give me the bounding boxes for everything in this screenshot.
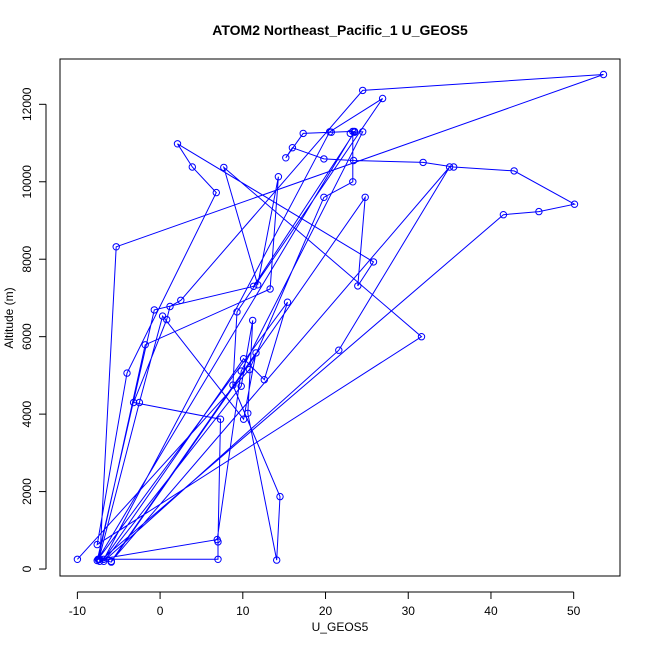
data-point	[326, 128, 334, 136]
x-tick-label: 30	[402, 604, 416, 618]
data-point	[150, 306, 159, 314]
y-tick-label: 2000	[20, 478, 34, 505]
data-point	[173, 140, 182, 148]
y-axis: 0 2000 4000 6000 8000 10000 12000	[20, 87, 47, 572]
x-axis: -10 0 10 20 30 40 50	[69, 591, 581, 618]
data-point	[73, 555, 82, 563]
data-point	[166, 302, 174, 311]
data-point	[266, 285, 274, 293]
data-point	[93, 540, 101, 549]
data-point	[213, 535, 221, 544]
data-point	[299, 129, 307, 138]
data-point	[245, 365, 254, 374]
data-point	[249, 282, 258, 290]
data-point	[599, 70, 608, 79]
y-tick-label: 6000	[20, 323, 34, 350]
x-tick-label: 0	[157, 604, 164, 618]
data-point	[499, 211, 508, 219]
data-point	[273, 556, 281, 564]
y-tick-label: 4000	[20, 400, 34, 427]
data-point	[288, 144, 297, 152]
data-point	[220, 163, 228, 172]
x-tick-label: -10	[69, 604, 87, 618]
data-point	[335, 346, 343, 354]
chart-title: ATOM2 Northeast_Pacific_1 U_GEOS5	[212, 22, 468, 38]
data-point	[252, 349, 260, 357]
data-point	[129, 398, 138, 407]
data-point	[93, 556, 101, 565]
y-tick-label: 0	[20, 565, 34, 572]
x-tick-label: 10	[236, 604, 250, 618]
data-point	[350, 127, 359, 136]
x-tick-label: 50	[567, 604, 581, 618]
y-tick-label: 12000	[20, 87, 34, 121]
series-line	[77, 74, 604, 563]
data-point	[260, 376, 268, 384]
y-tick-label: 8000	[20, 246, 34, 273]
data-point	[158, 312, 167, 320]
data-point	[283, 298, 292, 306]
data-point	[346, 129, 354, 138]
data-point	[239, 355, 248, 363]
data-point	[188, 163, 197, 171]
data-point	[359, 86, 367, 95]
data-point	[450, 163, 458, 171]
data-point	[214, 555, 222, 563]
x-tick-label: 40	[484, 604, 498, 618]
series-layer	[73, 70, 608, 566]
data-point	[239, 415, 248, 423]
data-point	[123, 369, 131, 377]
data-point	[276, 492, 284, 501]
x-tick-label: 20	[319, 604, 333, 618]
data-point	[361, 193, 369, 202]
data-point	[359, 128, 367, 136]
data-point	[95, 555, 103, 563]
data-point	[510, 167, 518, 175]
y-axis-label: Altitude (m)	[2, 287, 16, 348]
y-tick-label: 10000	[20, 165, 34, 199]
data-point	[107, 557, 116, 565]
data-point	[244, 409, 252, 417]
data-point	[135, 398, 144, 407]
data-point	[237, 367, 245, 375]
data-point	[445, 163, 454, 171]
data-point	[229, 381, 237, 389]
x-axis-label: U_GEOS5	[312, 620, 369, 634]
data-point	[216, 415, 225, 423]
data-point	[419, 158, 427, 167]
data-point	[354, 282, 362, 290]
plot-frame	[59, 58, 621, 577]
data-point	[177, 296, 185, 304]
data-point	[249, 316, 257, 325]
data-point	[282, 154, 290, 162]
data-point	[320, 193, 328, 202]
data-point	[212, 188, 221, 197]
data-point	[349, 156, 358, 165]
data-point	[274, 173, 283, 181]
data-point	[320, 155, 328, 163]
data-point	[112, 243, 120, 251]
data-point	[417, 333, 426, 341]
data-point	[254, 281, 262, 289]
data-point	[378, 94, 387, 103]
data-point	[141, 341, 149, 349]
data-point	[233, 308, 241, 316]
data-point	[237, 382, 245, 390]
data-point	[369, 258, 378, 266]
data-point	[349, 178, 357, 186]
data-point	[535, 207, 543, 216]
data-point	[570, 200, 579, 208]
